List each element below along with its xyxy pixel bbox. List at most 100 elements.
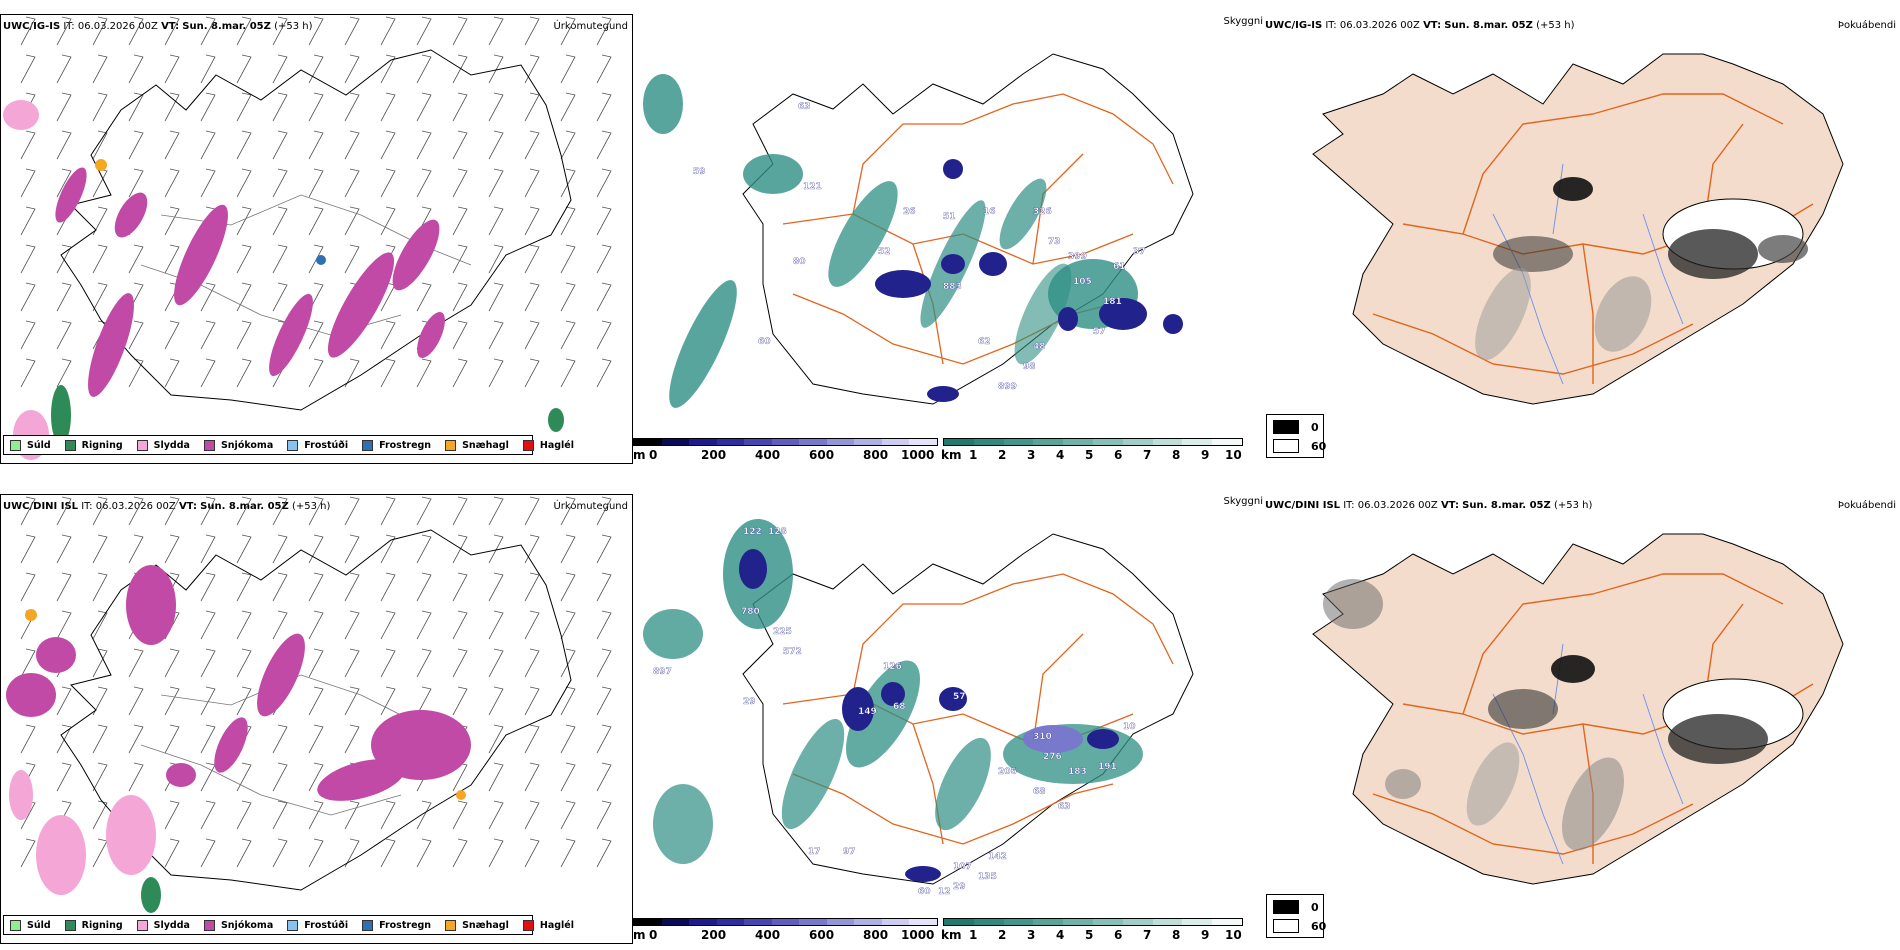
wind-barb bbox=[380, 168, 396, 198]
wind-barb bbox=[200, 496, 216, 526]
fog-legend-item: 0 bbox=[1273, 900, 1319, 914]
visibility-value-label: 121 bbox=[803, 182, 822, 192]
wind-barb bbox=[344, 800, 360, 830]
wind-barb bbox=[200, 168, 216, 198]
wind-barb bbox=[272, 572, 288, 602]
wind-barb bbox=[416, 572, 432, 602]
wind-barb bbox=[128, 358, 144, 388]
wind-barb bbox=[200, 686, 216, 716]
visibility-value-label: 149 bbox=[858, 707, 877, 717]
wind-barb bbox=[56, 54, 72, 84]
wind-barb bbox=[560, 206, 576, 236]
fog-legend-item: 60 bbox=[1273, 439, 1326, 453]
wind-barb bbox=[380, 572, 396, 602]
wind-barb bbox=[20, 168, 36, 198]
legend-swatch bbox=[10, 439, 21, 451]
wind-barb bbox=[56, 358, 72, 388]
wind-barb bbox=[488, 282, 504, 312]
wind-barb bbox=[488, 16, 504, 46]
colorbar-tick: 2 bbox=[998, 448, 1007, 462]
panel-header: UWC/DINI ISL IT: 06.03.2026 00Z VT: Sun.… bbox=[1265, 500, 1593, 511]
wind-barb bbox=[56, 244, 72, 274]
wind-barb bbox=[452, 534, 468, 564]
wind-barb bbox=[560, 496, 576, 526]
fog-legend-swatch bbox=[1273, 439, 1299, 453]
wind-barb bbox=[236, 244, 252, 274]
wind-barb bbox=[92, 496, 108, 526]
visibility-value-label: 98 bbox=[1023, 362, 1036, 372]
visibility-value-label: 126 bbox=[883, 662, 902, 672]
wind-barb bbox=[416, 168, 432, 198]
colorbar-tick: 800 bbox=[863, 448, 889, 462]
wind-barb bbox=[416, 54, 432, 84]
wind-barb bbox=[380, 610, 396, 640]
wind-barb bbox=[236, 16, 252, 46]
wind-barb bbox=[524, 168, 540, 198]
visibility-value-label: 326 bbox=[1033, 207, 1052, 217]
height-colorbar-bar bbox=[633, 438, 938, 446]
colorbar-unit: km bbox=[941, 448, 962, 462]
wind-barb bbox=[20, 244, 36, 274]
colorbar-tick: 3 bbox=[1027, 448, 1036, 462]
wind-barb bbox=[20, 54, 36, 84]
wind-barb bbox=[272, 724, 288, 754]
wind-barb bbox=[236, 130, 252, 160]
wind-barb bbox=[488, 496, 504, 526]
wind-barb bbox=[272, 610, 288, 640]
wind-barb bbox=[236, 800, 252, 830]
panel-title: Skyggni bbox=[1223, 496, 1263, 507]
wind-barb bbox=[308, 168, 324, 198]
wind-barb bbox=[20, 534, 36, 564]
colorbar-tick: 8 bbox=[1172, 448, 1181, 462]
wind-barb bbox=[200, 572, 216, 602]
wind-barb bbox=[272, 206, 288, 236]
colorbar-tick: 10 bbox=[1225, 928, 1242, 942]
wind-barb bbox=[452, 358, 468, 388]
wind-barb bbox=[20, 648, 36, 678]
wind-barb bbox=[164, 686, 180, 716]
colorbar-tick: 4 bbox=[1056, 448, 1065, 462]
visibility-value-label: 73 bbox=[1048, 237, 1061, 247]
wind-barb bbox=[164, 206, 180, 236]
wind-barb bbox=[560, 572, 576, 602]
wind-barb bbox=[452, 320, 468, 350]
fog-shading bbox=[1323, 579, 1804, 851]
wind-barb bbox=[524, 130, 540, 160]
wind-barb bbox=[272, 800, 288, 830]
wind-barb bbox=[164, 648, 180, 678]
fog-legend-swatch bbox=[1273, 420, 1299, 434]
wind-barb bbox=[488, 724, 504, 754]
visibility-value-label: 29 bbox=[743, 697, 756, 707]
wind-barb bbox=[164, 92, 180, 122]
wind-barb bbox=[128, 724, 144, 754]
km-colorbar-bar bbox=[943, 438, 1243, 446]
wind-barb bbox=[416, 496, 432, 526]
wind-barb bbox=[236, 610, 252, 640]
visibility-value-label: 181 bbox=[1103, 297, 1122, 307]
wind-barb bbox=[596, 572, 612, 602]
wind-barb bbox=[236, 686, 252, 716]
wind-barb bbox=[56, 762, 72, 792]
wind-barb bbox=[344, 244, 360, 274]
wind-barb bbox=[560, 724, 576, 754]
wind-barb bbox=[20, 572, 36, 602]
wind-barb bbox=[236, 168, 252, 198]
wind-barb bbox=[524, 800, 540, 830]
visibility-value-label: 57 bbox=[953, 692, 966, 702]
wind-barb bbox=[308, 244, 324, 274]
colorbar-tick: 200 bbox=[701, 928, 727, 942]
visibility-value-label: 17 bbox=[808, 847, 821, 857]
visibility-value-label: 883 bbox=[943, 282, 962, 292]
colorbar-tick: 3 bbox=[1027, 928, 1036, 942]
wind-barb bbox=[92, 610, 108, 640]
wind-barb bbox=[524, 358, 540, 388]
height-colorbar: m 0 200 400 600 800 1000 bbox=[633, 438, 938, 468]
wind-barb bbox=[56, 686, 72, 716]
wind-barb bbox=[416, 610, 432, 640]
wind-barb bbox=[308, 838, 324, 868]
wind-barb bbox=[308, 92, 324, 122]
visibility-value-label: 62 bbox=[978, 337, 991, 347]
wind-barb bbox=[128, 496, 144, 526]
wind-barb bbox=[380, 496, 396, 526]
fog-map-bottom bbox=[1312, 533, 1844, 885]
